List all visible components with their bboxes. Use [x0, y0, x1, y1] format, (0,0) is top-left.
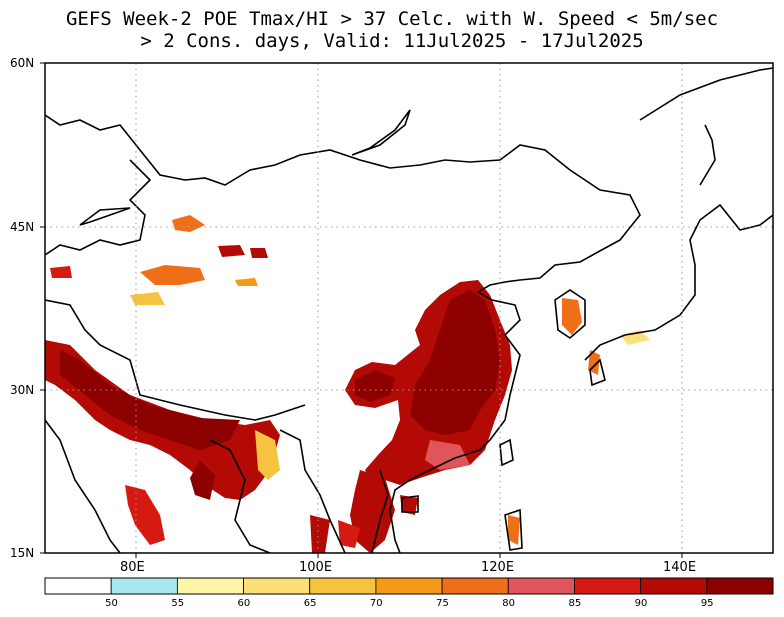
colorbar-tick-label: 60: [237, 598, 251, 609]
colorbar-frame: [44, 577, 774, 595]
shade-gobi-east: [250, 248, 268, 258]
colorbar-swatch: [44, 577, 112, 595]
shade-indochina: [350, 470, 395, 553]
colorbar-swatch: [176, 577, 244, 595]
shade-gobi-west: [218, 245, 245, 257]
colorbar-tick-label: 95: [700, 598, 714, 609]
colorbar-tick-label: 65: [303, 598, 317, 609]
lon-label-140e: 140E: [663, 560, 697, 575]
colorbar-swatch: [375, 577, 443, 595]
colorbar: [44, 577, 774, 595]
shade-south-china: [425, 440, 470, 470]
colorbar-tick-label: 85: [568, 598, 582, 609]
shade-honshu: [620, 330, 650, 345]
shade-bangladesh: [190, 460, 215, 500]
lat-label-60n: 60N: [10, 56, 35, 70]
colorbar-swatch: [441, 577, 509, 595]
grid-lines: [45, 63, 773, 553]
shade-thailand: [338, 520, 360, 548]
colorbar-tick-label: 70: [369, 598, 383, 609]
colorbar-tick-label: 55: [171, 598, 185, 609]
colorbar-swatch: [574, 577, 642, 595]
shade-qaidam: [235, 278, 258, 286]
shade-korea: [562, 298, 582, 335]
probability-shading: [45, 215, 650, 553]
shade-kunlun: [130, 292, 165, 305]
map-title-line2: > 2 Cons. days, Valid: 11Jul2025 - 17Jul…: [140, 30, 644, 52]
colorbar-tick-label: 50: [105, 598, 118, 609]
map-frame: [44, 62, 774, 554]
lon-label-100e: 100E: [299, 560, 333, 575]
lat-label-45n: 45N: [10, 220, 35, 234]
colorbar-tick-label: 75: [436, 598, 449, 609]
lon-label-120e: 120E: [481, 560, 515, 575]
colorbar-swatch: [243, 577, 311, 595]
colorbar-tick-label: 80: [502, 598, 515, 609]
colorbar-tick-label: 90: [634, 598, 648, 609]
lat-label-15n: 15N: [10, 546, 35, 560]
shade-laos: [310, 515, 330, 553]
shade-east-china-core: [410, 290, 500, 435]
lon-label-80e: 80E: [120, 560, 145, 575]
shade-kazakh: [50, 266, 72, 278]
shade-dzungaria: [172, 215, 205, 232]
shade-hainan: [400, 495, 418, 515]
map-title-line1: GEFS Week-2 POE Tmax/HI > 37 Celc. with …: [65, 8, 719, 30]
colorbar-swatch: [110, 577, 178, 595]
shade-philippines: [508, 515, 520, 545]
shade-central-india: [125, 485, 165, 545]
shade-india-core: [60, 350, 240, 450]
axis-ticks: [40, 62, 683, 558]
colorbar-swatch: [309, 577, 377, 595]
lat-label-30n: 30N: [10, 383, 35, 397]
colorbar-swatch: [640, 577, 708, 595]
shade-burma: [255, 430, 280, 480]
shade-tarim: [140, 265, 205, 285]
colorbar-swatch: [706, 577, 774, 595]
colorbar-swatch: [507, 577, 575, 595]
coastlines: [45, 67, 773, 553]
shade-sichuan: [355, 370, 395, 402]
